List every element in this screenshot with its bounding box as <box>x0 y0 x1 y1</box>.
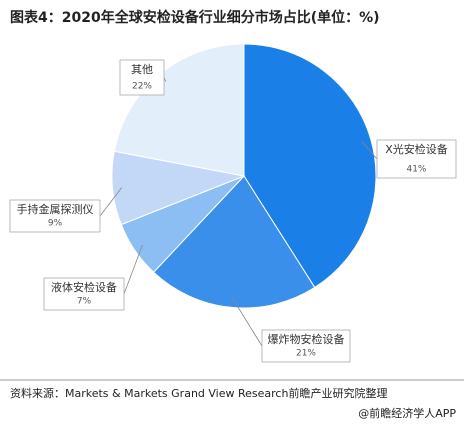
label-box <box>9 199 101 233</box>
leader-line <box>232 298 263 347</box>
value-label: 41% <box>406 165 426 175</box>
label-box <box>119 59 165 96</box>
category-label: 其他 <box>131 63 153 76</box>
label-box <box>43 277 125 311</box>
leader-line <box>99 187 123 217</box>
value-label: 21% <box>296 349 316 359</box>
pie-slice <box>152 175 316 309</box>
value-label: 7% <box>77 297 92 307</box>
value-label: 9% <box>48 219 63 229</box>
leader-line <box>123 244 143 295</box>
label-box <box>261 329 351 363</box>
category-label: X光安检设备 <box>385 142 448 156</box>
label-box <box>376 139 457 179</box>
category-label: 手持金属探测仪 <box>17 202 94 216</box>
category-label: 爆炸物安检设备 <box>268 332 345 346</box>
category-label: 液体安检设备 <box>51 280 117 294</box>
footer: @前瞻经济学人APP <box>358 406 456 420</box>
source: 资料来源：Markets & Markets Grand View Resear… <box>10 386 387 400</box>
chart-title: 图表4：2020年全球安检设备行业细分市场占比(单位：%) <box>10 9 380 26</box>
leader-line <box>361 141 378 160</box>
value-label: 22% <box>132 82 152 92</box>
pie-slice <box>243 43 377 289</box>
